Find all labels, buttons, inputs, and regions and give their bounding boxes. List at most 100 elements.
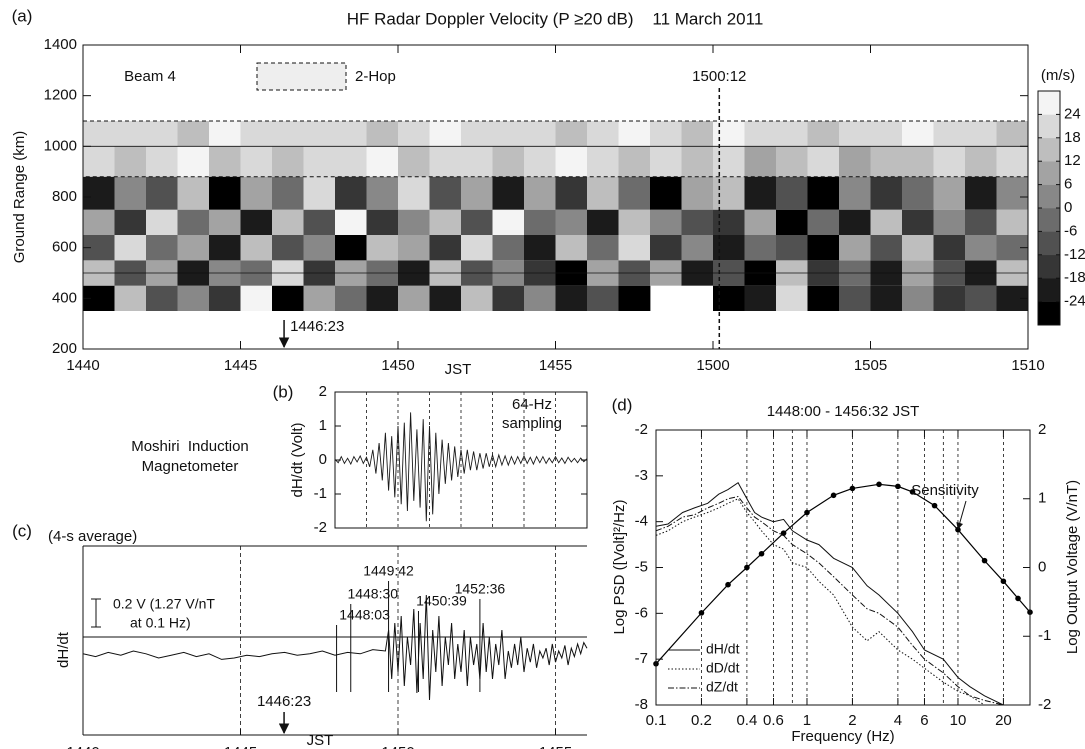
heatmap-cell xyxy=(429,121,462,147)
two-hop-legend-swatch xyxy=(256,62,347,91)
heatmap-cell xyxy=(177,235,210,261)
heatmap-cell xyxy=(303,285,336,311)
heatmap-cell xyxy=(461,209,493,235)
heatmap-cell xyxy=(650,209,682,235)
heatmap-cell xyxy=(83,176,115,210)
heatmap-cell xyxy=(177,146,210,177)
heatmap-cell xyxy=(776,146,808,177)
heatmap-cell xyxy=(366,209,399,235)
heatmap-cell xyxy=(335,235,367,261)
heatmap-cell xyxy=(965,209,997,235)
psd-line xyxy=(656,481,1006,705)
heatmap-cell xyxy=(555,209,588,235)
x-tick-label: 1510 xyxy=(1011,357,1044,374)
sensitivity-point xyxy=(981,557,988,564)
heatmap-cell xyxy=(303,146,336,177)
event-label: 1450:39 xyxy=(416,593,467,609)
heatmap-cell xyxy=(398,121,430,147)
heatmap-cell xyxy=(240,176,273,210)
heatmap-cell xyxy=(177,285,210,311)
colorbar-swatch xyxy=(1038,278,1060,302)
heatmap-cell xyxy=(839,146,871,177)
heatmap-cell xyxy=(807,285,840,311)
x-tick-label: 1455 xyxy=(539,744,572,749)
colorbar-swatch xyxy=(1038,208,1060,232)
sensitivity-label: Sensitivity xyxy=(911,482,979,499)
x-tick-label: 6 xyxy=(920,712,928,729)
heatmap-cell xyxy=(398,235,430,261)
heatmap-cell xyxy=(335,176,367,210)
heatmap-cell xyxy=(933,235,966,261)
colorbar-tick-label: -18 xyxy=(1064,269,1085,286)
colorbar-tick-label: 6 xyxy=(1064,176,1072,193)
heatmap-cell xyxy=(933,146,966,177)
heatmap-cell xyxy=(965,176,997,210)
heatmap-cell xyxy=(461,285,493,311)
y-axis-label: Ground Range (km) xyxy=(11,131,28,264)
heatmap-cell xyxy=(902,209,934,235)
heatmap-cell xyxy=(83,209,115,235)
heatmap-cell xyxy=(272,176,304,210)
scale-bar-label: 0.2 V (1.27 V/nT xyxy=(113,596,215,612)
heatmap-cell xyxy=(555,146,588,177)
heatmap-cell xyxy=(209,285,241,311)
heatmap-cell xyxy=(744,121,777,147)
heatmap-cell xyxy=(870,176,903,210)
y-tick-label: -4 xyxy=(635,513,648,530)
heatmap-cell xyxy=(524,235,556,261)
heatmap-cell xyxy=(807,176,840,210)
heatmap-cell xyxy=(146,176,178,210)
heatmap-cell xyxy=(335,209,367,235)
heatmap-cell xyxy=(744,146,777,177)
heatmap-cell xyxy=(618,285,651,311)
heatmap-cell xyxy=(587,285,619,311)
heatmap-cell xyxy=(492,146,525,177)
heatmap-cell xyxy=(902,121,934,147)
heatmap-cell xyxy=(713,285,745,311)
heatmap-cell xyxy=(870,146,903,177)
heatmap-cell xyxy=(366,285,399,311)
heatmap-cell xyxy=(146,209,178,235)
y-tick-label: -7 xyxy=(635,650,648,667)
x-tick-label: 1440 xyxy=(66,744,99,749)
x-tick-label: 1445 xyxy=(224,744,257,749)
heatmap-cell xyxy=(681,121,714,147)
y-tick-label: -8 xyxy=(635,696,648,713)
sensitivity-point xyxy=(909,489,916,495)
trace xyxy=(82,594,588,701)
heatmap-cell xyxy=(492,121,525,147)
heatmap-cell xyxy=(744,176,777,210)
heatmap-cell xyxy=(587,209,619,235)
heatmap-cell xyxy=(492,285,525,311)
event-label: 1448:03 xyxy=(339,607,390,623)
sensitivity-point xyxy=(931,502,938,509)
x-tick-label: 4 xyxy=(894,712,902,729)
x-tick-label: 10 xyxy=(950,712,967,729)
y-tick-label: 1000 xyxy=(44,137,77,154)
heatmap-cell xyxy=(240,121,273,147)
heatmap-cell xyxy=(209,176,241,210)
legend-label: dH/dt xyxy=(706,641,740,657)
y-tick-label: 1 xyxy=(319,417,327,434)
heatmap-cell xyxy=(776,285,808,311)
arrow-label: 1446:23 xyxy=(290,318,344,335)
colorbar-tick-label: 12 xyxy=(1064,152,1081,169)
heatmap-cell xyxy=(618,235,651,261)
heatmap-cell xyxy=(902,176,934,210)
heatmap-cell xyxy=(618,146,651,177)
heatmap-cell xyxy=(618,176,651,210)
heatmap-cell xyxy=(744,235,777,261)
colorbar-tick-label: 0 xyxy=(1064,199,1072,216)
heatmap-cell xyxy=(681,235,714,261)
x-tick-label: 2 xyxy=(848,712,856,729)
colorbar-swatch xyxy=(1038,231,1060,256)
y2-tick-label: -1 xyxy=(1038,627,1051,644)
psd-line xyxy=(656,495,1006,705)
heatmap-cell xyxy=(461,176,493,210)
x-tick-label: 1 xyxy=(803,712,811,729)
heatmap-cell xyxy=(933,121,966,147)
heatmap-cell xyxy=(965,146,997,177)
heatmap-cell xyxy=(744,285,777,311)
instrument-label: Moshiri Induction xyxy=(131,438,249,455)
